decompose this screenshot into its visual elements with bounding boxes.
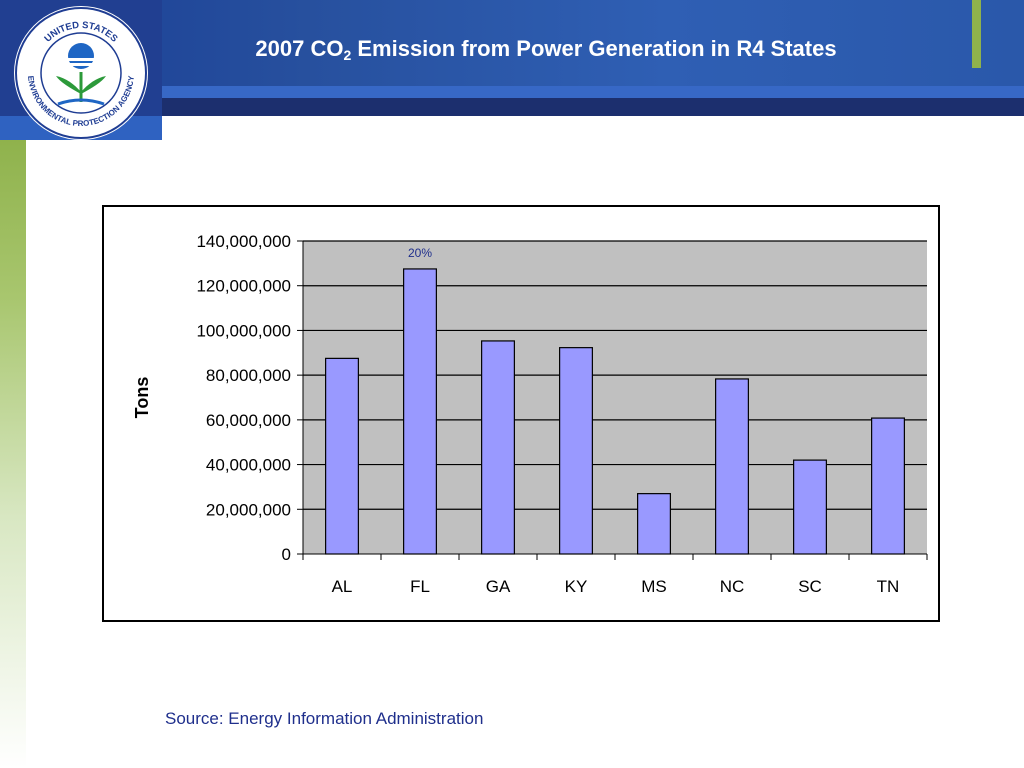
x-tick-label: GA [486, 577, 511, 596]
y-tick-label: 120,000,000 [196, 277, 291, 296]
x-tick-label: NC [720, 577, 745, 596]
source-note: Source: Energy Information Administratio… [165, 709, 484, 728]
x-tick-label: FL [410, 577, 430, 596]
bar-fl [403, 268, 437, 555]
x-tick-label: AL [332, 577, 353, 596]
y-tick-label: 140,000,000 [196, 232, 291, 251]
y-tick-label: 40,000,000 [206, 456, 291, 475]
bar-chart: 0 20,000,000 40,000,000 60,000,000 80,000,00… [132, 232, 928, 596]
x-tick-label: MS [641, 577, 667, 596]
slide-title: 2007 CO2 Emission from Power Generation … [255, 36, 837, 63]
x-tick-label: SC [798, 577, 822, 596]
y-tick-label: 0 [282, 545, 291, 564]
plot-area [303, 241, 927, 554]
y-axis-label: Tons [132, 377, 152, 419]
bar-al [325, 357, 359, 555]
green-accent [972, 0, 981, 68]
y-tick-label: 100,000,000 [196, 321, 291, 340]
header-band [0, 0, 1024, 86]
y-tick-label: 80,000,000 [206, 366, 291, 385]
left-green-bar [0, 140, 26, 768]
header-dark-strip [0, 98, 1024, 116]
bar-nc [715, 378, 749, 555]
bar-ga [481, 340, 515, 555]
y-tick-label: 60,000,000 [206, 411, 291, 430]
bar-ms [637, 493, 671, 555]
y-tick-label: 20,000,000 [206, 500, 291, 519]
epa-logo: UNITED STATES ENVIRONMENTAL PROTECTION A… [14, 6, 148, 140]
x-tick-label: TN [877, 577, 900, 596]
x-tick-label: KY [565, 577, 588, 596]
bar-sc [793, 459, 827, 555]
bar-ky [559, 347, 593, 555]
header-strip [0, 86, 1024, 98]
chart-frame: 0 20,000,000 40,000,000 60,000,000 80,000,00… [102, 205, 940, 622]
bar-annotation: 20% [408, 246, 432, 260]
bar-tn [871, 417, 905, 555]
